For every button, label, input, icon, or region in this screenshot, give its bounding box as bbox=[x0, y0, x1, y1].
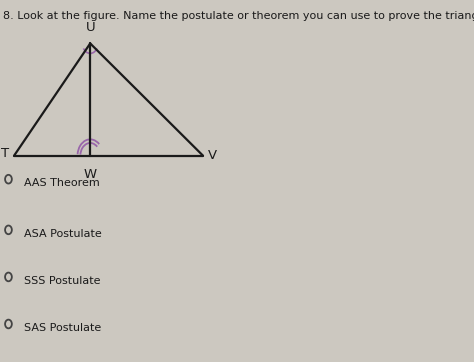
Text: 8. Look at the figure. Name the postulate or theorem you can use to prove the tr: 8. Look at the figure. Name the postulat… bbox=[3, 11, 474, 21]
Text: W: W bbox=[83, 168, 97, 181]
Text: ASA Postulate: ASA Postulate bbox=[24, 229, 102, 239]
Text: V: V bbox=[208, 149, 217, 162]
Text: SAS Postulate: SAS Postulate bbox=[24, 323, 101, 333]
Text: U: U bbox=[85, 21, 95, 34]
Text: SSS Postulate: SSS Postulate bbox=[24, 276, 100, 286]
Text: AAS Theorem: AAS Theorem bbox=[24, 178, 100, 188]
Text: T: T bbox=[1, 147, 9, 160]
